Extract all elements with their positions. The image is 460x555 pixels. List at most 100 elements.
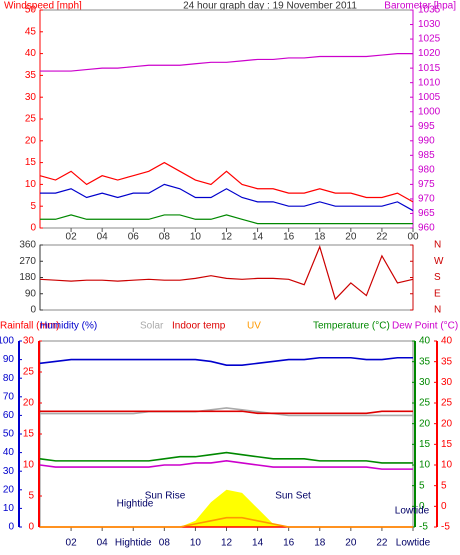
y2-tick-label: 1015 — [418, 63, 441, 74]
y3-tick-label: 30 — [23, 336, 35, 347]
y-tick-label: 40 — [3, 447, 15, 458]
y2-tick-label: 1000 — [418, 106, 441, 117]
y4-tick-label: 35 — [441, 356, 453, 367]
y2-tick-label: W — [434, 256, 444, 267]
x-tick-label: 18 — [314, 538, 326, 549]
y-tick-label: 40 — [25, 48, 37, 59]
legend-label: Humidity (%) — [40, 321, 97, 332]
y3-tick-label: 15 — [23, 429, 35, 440]
y2-tick-label: S — [434, 272, 441, 283]
y-tick-label: 30 — [3, 466, 15, 477]
y2-tick-label: 20 — [419, 418, 431, 429]
x-tick-label: 22 — [376, 538, 388, 549]
y-tick-label: 5 — [30, 201, 36, 212]
line — [40, 407, 413, 417]
y-tick-label: 20 — [3, 484, 15, 495]
y2-tick-label: 25 — [419, 398, 431, 409]
y4-tick-label: 10 — [441, 460, 453, 471]
y4-tick-label: -5 — [441, 522, 450, 533]
x-tick-label: 10 — [190, 538, 202, 549]
line — [40, 53, 413, 72]
y2-tick-label: 30 — [419, 377, 431, 388]
x-tick-label: 14 — [252, 232, 264, 243]
annotation: Sun Rise — [145, 491, 186, 502]
y-tick-label: 270 — [19, 256, 36, 267]
y2-tick-label: -5 — [419, 522, 428, 533]
line — [39, 356, 413, 366]
y2-tick-label: 985 — [418, 150, 435, 161]
line — [39, 451, 413, 464]
line — [40, 214, 413, 225]
y-tick-label: 30 — [25, 92, 37, 103]
line — [39, 245, 414, 301]
y-axis-label: Windspeed [mph] — [4, 1, 82, 12]
y-tick-label: 0 — [8, 522, 14, 533]
legend-label: Indoor temp — [172, 321, 226, 332]
y2-tick-label: 1020 — [418, 48, 441, 59]
y2-tick-label: 975 — [418, 179, 435, 190]
y-tick-label: 50 — [25, 5, 37, 16]
y2-tick-label: 965 — [418, 208, 435, 219]
y4-tick-label: 15 — [441, 439, 453, 450]
x-tick-label: 04 — [97, 232, 109, 243]
y2-tick-label: 970 — [418, 194, 435, 205]
x-tick-label: Hightide — [115, 538, 152, 549]
chart-title: 24 hour graph day : 19 November 2011 — [183, 1, 357, 12]
line — [40, 516, 413, 528]
line — [39, 161, 414, 203]
y3-tick-label: 20 — [23, 398, 35, 409]
y-tick-label: 0 — [30, 223, 36, 234]
line — [40, 410, 413, 415]
x-tick-label: 20 — [345, 538, 357, 549]
y3-tick-label: 0 — [28, 522, 34, 533]
y-tick-label: 100 — [0, 336, 14, 347]
annotation: Lowtide — [395, 506, 430, 517]
y-tick-label: 20 — [25, 135, 37, 146]
y-tick-label: 80 — [3, 373, 15, 384]
x-tick-label: 16 — [283, 232, 295, 243]
annotation: Hightide — [117, 499, 154, 510]
y-tick-label: 180 — [19, 272, 36, 283]
y2-tick-label: 40 — [419, 336, 431, 347]
y4-tick-label: 40 — [441, 336, 453, 347]
y2-tick-label: E — [434, 288, 441, 299]
y2-tick-label: 980 — [418, 165, 435, 176]
annotation: Sun Set — [275, 491, 311, 502]
y4-tick-label: 25 — [441, 398, 453, 409]
y-tick-label: 0 — [30, 305, 36, 316]
y-tick-label: 35 — [25, 70, 37, 81]
y2-tick-label: 0 — [419, 501, 425, 512]
y2-tick-label: 1030 — [418, 19, 441, 30]
y-tick-label: 90 — [3, 354, 15, 365]
x-tick-label: 12 — [221, 538, 233, 549]
y2-tick-label: 1005 — [418, 92, 441, 103]
y2-tick-label: 1035 — [418, 5, 441, 16]
x-tick-label: 14 — [252, 538, 264, 549]
y4-tick-label: 20 — [441, 418, 453, 429]
y2-tick-label: 10 — [419, 460, 431, 471]
y2-tick-label: N — [434, 305, 441, 316]
x-tick-label: 20 — [345, 232, 357, 243]
y-tick-label: 25 — [25, 114, 37, 125]
x-tick-label: 06 — [128, 232, 140, 243]
y-tick-label: 15 — [25, 157, 37, 168]
x-tick-label: 02 — [66, 538, 78, 549]
legend-label: UV — [247, 321, 261, 332]
x-tick-label: 18 — [314, 232, 326, 243]
y2-tick-label: 35 — [419, 356, 431, 367]
line — [40, 183, 414, 212]
y3-tick-label: 10 — [23, 460, 35, 471]
area — [40, 489, 413, 527]
y2-tick-label: 990 — [418, 135, 435, 146]
y-tick-label: 70 — [3, 391, 15, 402]
y-tick-label: 45 — [25, 26, 37, 37]
y-tick-label: 10 — [3, 503, 15, 514]
x-tick-label: 08 — [159, 232, 171, 243]
y2-axis-label: Barometer [hpa] — [384, 1, 456, 12]
x-tick-label: 00 — [407, 232, 419, 243]
y4-tick-label: 0 — [441, 501, 447, 512]
y2-tick-label: 1010 — [418, 77, 441, 88]
legend-label: Solar — [140, 321, 164, 332]
